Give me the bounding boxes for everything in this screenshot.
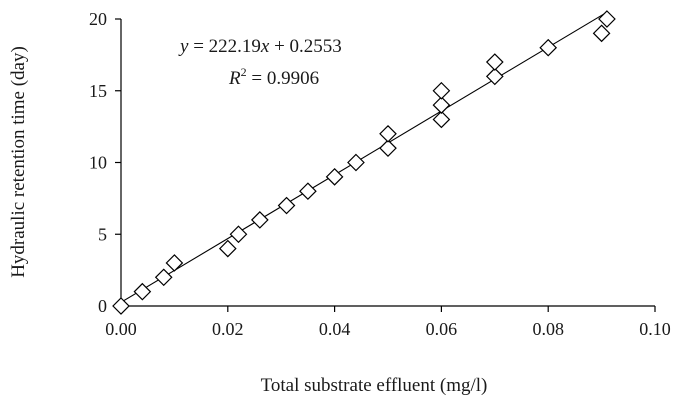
data-point-diamond [598, 10, 616, 28]
x-tick-label: 0.02 [212, 319, 244, 339]
data-point-diamond [277, 196, 296, 215]
data-point-diamond [432, 110, 451, 129]
x-tick-label: 0.00 [105, 319, 137, 339]
data-point-diamond [379, 124, 397, 143]
data-point-diamond [250, 211, 269, 229]
y-tick-label: 0 [98, 296, 107, 316]
data-point-diamond [165, 254, 184, 272]
data-point-diamond [485, 53, 504, 71]
data-point-diamond [229, 225, 248, 244]
trendline [120, 11, 608, 303]
data-point-diamond [112, 297, 130, 315]
y-tick-label: 5 [98, 224, 107, 244]
x-tick-label: 0.04 [319, 319, 351, 339]
data-point-diamond [432, 96, 451, 114]
r-squared-text: R2 = 0.9906 [228, 65, 319, 89]
x-axis-title: Total substrate effluent (mg/l) [261, 375, 488, 396]
data-point-diamond [539, 38, 558, 57]
equation-text: y = 222.19x + 0.2553 [178, 36, 342, 57]
y-tick-label: 20 [89, 9, 107, 29]
points-layer [112, 10, 616, 315]
data-point-diamond [592, 24, 611, 43]
data-point-diamond [432, 81, 451, 100]
y-axis-title: Hydraulic retention time (day) [8, 46, 29, 278]
data-point-diamond [133, 282, 152, 301]
x-tick-label: 0.08 [532, 319, 564, 339]
data-point-diamond [347, 153, 365, 172]
y-tick-label: 15 [89, 81, 107, 101]
data-point-diamond [485, 67, 504, 86]
data-point-diamond [299, 182, 317, 201]
data-point-diamond [379, 139, 397, 157]
ticks-layer: 0.00 0.02 0.04 0.06 0.08 0.10 0 5 10 15 20 [89, 9, 671, 339]
data-point-diamond [154, 268, 173, 287]
x-tick-label: 0.10 [639, 319, 671, 339]
data-point-diamond [325, 168, 344, 186]
x-tick-label: 0.06 [426, 319, 458, 339]
data-point-diamond [218, 239, 237, 258]
y-tick-label: 10 [89, 153, 107, 173]
